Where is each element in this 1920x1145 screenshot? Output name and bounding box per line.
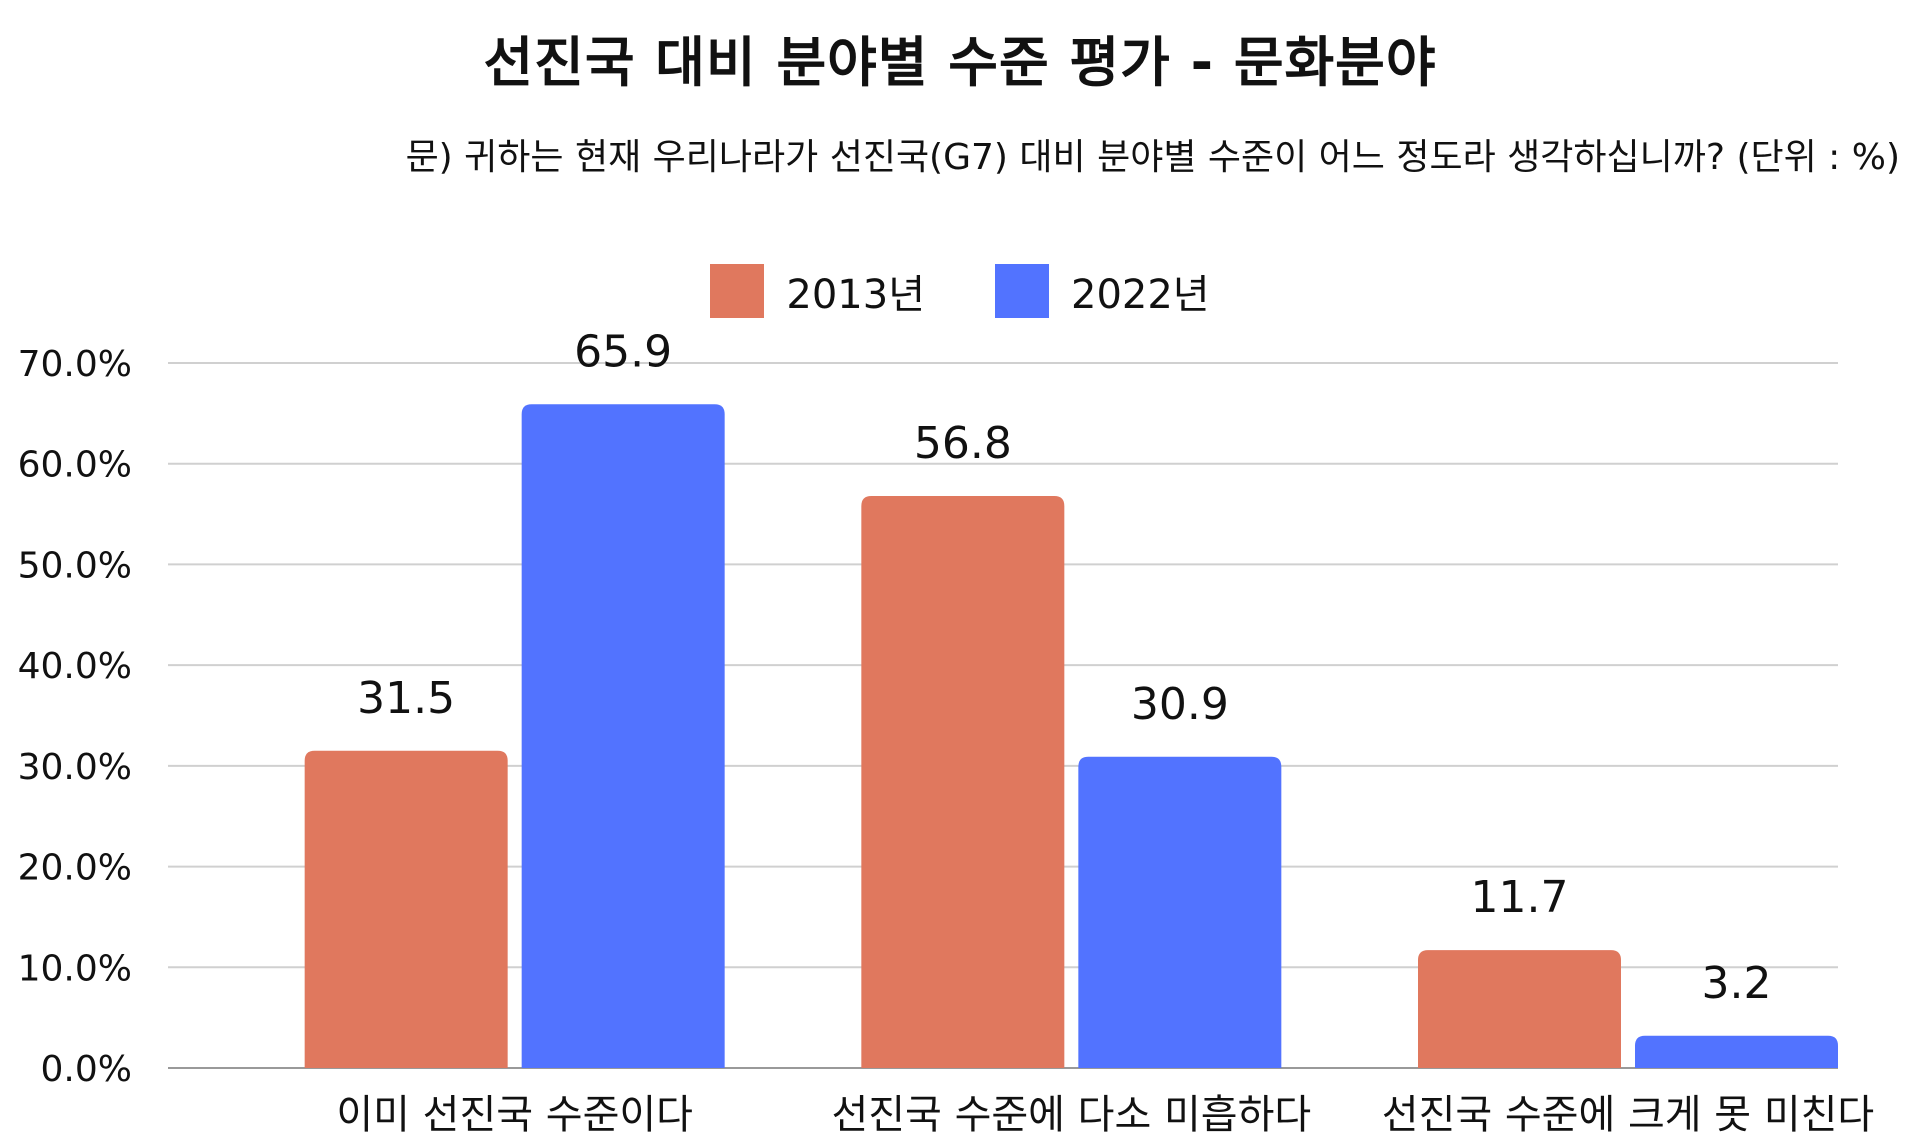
data-label: 3.2 xyxy=(1702,958,1772,1009)
bar-2013-cat0 xyxy=(304,750,508,1068)
y-tick-label: 30.0% xyxy=(18,747,132,788)
y-tick-label: 70.0% xyxy=(18,344,132,385)
legend-label-2022: 2022년 xyxy=(1071,272,1210,318)
chart-title: 선진국 대비 분야별 수준 평가 - 문화분야 xyxy=(483,31,1437,94)
legend-item-2013: 2013년 xyxy=(710,262,925,320)
legend-swatch-2013 xyxy=(710,264,765,318)
legend-item-2022: 2022년 xyxy=(995,262,1210,320)
bar-2022-cat1 xyxy=(1078,756,1282,1068)
legend-swatch-2022 xyxy=(995,264,1049,318)
data-label: 56.8 xyxy=(914,418,1012,469)
legend-label-2013: 2013년 xyxy=(786,272,925,318)
chart-subtitle: 문) 귀하는 현재 우리나라가 선진국(G7) 대비 분야별 수준이 어느 정도… xyxy=(405,137,1900,178)
y-tick-label: 10.0% xyxy=(18,948,132,989)
y-tick-label: 20.0% xyxy=(18,848,132,889)
data-label: 30.9 xyxy=(1131,679,1229,730)
bar-2013-cat1 xyxy=(861,495,1065,1068)
bar-2013-cat2 xyxy=(1418,950,1621,1068)
y-tick-label: 50.0% xyxy=(18,545,132,586)
y-tick-label: 40.0% xyxy=(18,646,132,687)
x-category-label: 이미 선진국 수준이다 xyxy=(336,1092,693,1138)
y-tick-label: 60.0% xyxy=(18,445,132,486)
data-label: 65.9 xyxy=(574,326,672,377)
legend: 2013년 2022년 xyxy=(0,262,1920,320)
y-tick-label: 0.0% xyxy=(41,1049,132,1090)
data-label: 11.7 xyxy=(1471,872,1569,923)
x-category-label: 선진국 수준에 다소 미흡하다 xyxy=(831,1092,1311,1138)
x-category-label: 선진국 수준에 크게 못 미친다 xyxy=(1382,1092,1874,1138)
bar-2022-cat0 xyxy=(521,404,725,1068)
bar-2022-cat2 xyxy=(1635,1035,1838,1068)
data-label: 31.5 xyxy=(357,673,455,724)
